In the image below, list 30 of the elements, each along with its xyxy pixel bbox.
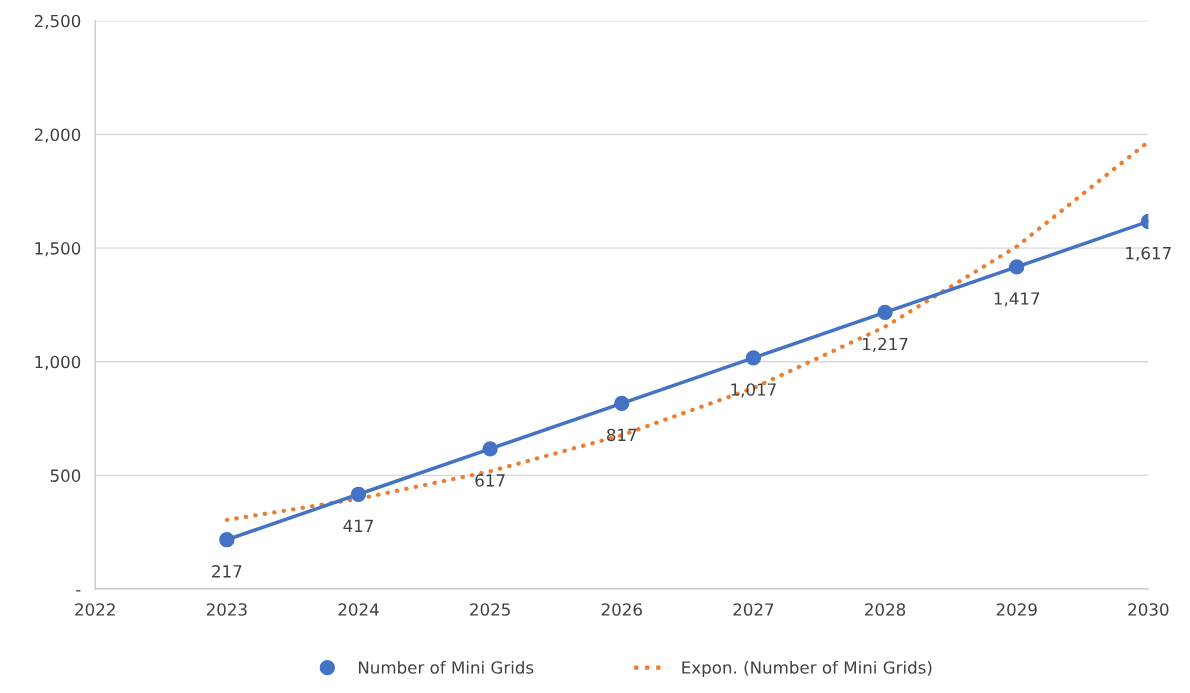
y-tick-label: 1,000	[35, 355, 81, 371]
x-tick-label: 2024	[338, 603, 379, 616]
x-tick-label: 2027	[733, 603, 774, 616]
y-tick-label: 500	[50, 469, 81, 482]
y-tick-label: -	[76, 590, 81, 592]
x-tick-label: 2030	[1128, 603, 1169, 616]
legend-label: Expon. (Number of Mini Grids)	[682, 660, 932, 678]
data-label: 617	[475, 474, 505, 487]
point	[482, 441, 498, 457]
data-label: 217	[212, 565, 242, 578]
x-tick-label: 2025	[470, 603, 510, 616]
data-label: 1,417	[994, 292, 1040, 307]
point	[1009, 259, 1025, 275]
data-label: 1,617	[1126, 246, 1171, 262]
y-tick-label: 2,500	[34, 14, 81, 30]
data-label: 417	[343, 519, 373, 532]
x-tick-label: 2023	[206, 603, 247, 616]
x-tick-label: 2028	[865, 603, 906, 616]
legend-label: Number of Mini Grids	[358, 660, 534, 674]
point	[745, 350, 762, 366]
point	[219, 532, 235, 548]
point	[350, 486, 367, 502]
x-tick-label: 2022	[75, 603, 115, 616]
y-tick-label: 1,500	[35, 242, 81, 257]
x-tick-label: 2026	[601, 603, 642, 616]
y-tick-label: 2,000	[34, 128, 81, 143]
x-tick-label: 2029	[996, 603, 1037, 616]
point	[877, 304, 893, 321]
data-label: 1,217	[863, 337, 908, 353]
point	[614, 395, 630, 411]
